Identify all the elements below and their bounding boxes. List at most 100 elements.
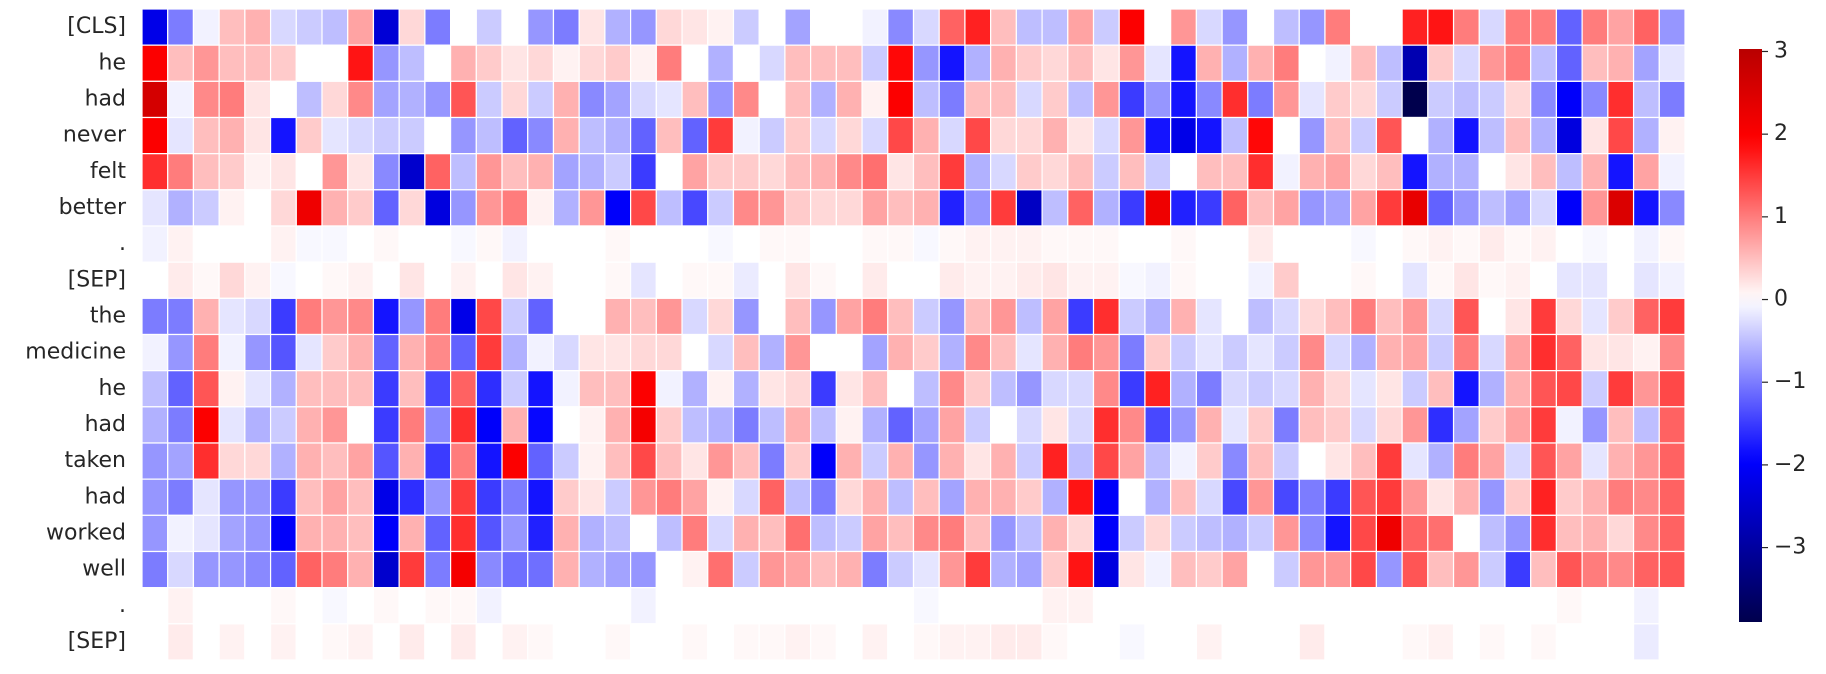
heatmap-cell [1658,80,1686,119]
heatmap-cell [810,261,837,299]
heatmap-cell [1067,406,1095,444]
heatmap-cell [630,370,657,408]
heatmap-cell [1427,478,1455,516]
heatmap-cell [372,225,400,263]
heatmap-cell [1375,333,1403,372]
heatmap-cell [1658,514,1686,553]
heatmap-cell [552,406,580,444]
heatmap-cell [758,116,786,155]
heatmap-cell [1452,333,1480,372]
heatmap-cell [1632,261,1660,299]
heatmap-cell [1247,442,1275,480]
heatmap-cell [1607,370,1635,408]
heatmap-cell [269,587,297,625]
heatmap-cell [784,514,812,553]
heatmap-cell [1375,442,1403,480]
heatmap-cell [1607,442,1635,480]
heatmap-cell [398,370,426,408]
heatmap-cell [1607,8,1635,46]
heatmap-cell [1092,550,1120,589]
heatmap-cell [784,550,812,589]
heatmap-cell [552,587,580,625]
heatmap-cell [1015,189,1043,227]
heatmap-cell [321,370,349,408]
heatmap-cell [1015,333,1043,372]
heatmap-cell [912,370,940,408]
heatmap-cell [1452,261,1480,299]
heatmap-cell [784,333,812,372]
heatmap-cell [887,442,915,480]
colorbar-tick-label: 3 [1774,38,1788,63]
heatmap-cell [141,297,169,336]
row-label: he [99,50,126,75]
heatmap-cell [1092,8,1120,46]
heatmap-cell [1350,297,1378,336]
heatmap-cell [578,623,606,661]
heatmap-cell [347,153,375,191]
heatmap-cell [244,370,272,408]
heatmap-cell [527,189,555,227]
heatmap-cell [372,370,400,408]
heatmap-cell [1530,478,1558,516]
heatmap-cell [501,189,529,227]
heatmap-cell [784,225,812,263]
heatmap-cell [269,442,297,480]
heatmap-cell [861,514,889,553]
heatmap-cell [1247,623,1275,661]
heatmap-cell [732,297,760,336]
heatmap-cell [424,44,452,82]
heatmap-cell [1144,261,1172,299]
heatmap-cell [1530,297,1558,336]
heatmap-cell [1401,225,1429,263]
heatmap-cell [424,297,452,336]
heatmap-cell [372,116,400,155]
heatmap-cell [450,333,477,372]
heatmap-cell [1170,587,1197,625]
heatmap-cell [964,370,992,408]
heatmap-cell [372,44,400,82]
heatmap-cell [784,44,812,82]
heatmap-cell [321,189,349,227]
heatmap-cell [1118,478,1146,516]
heatmap-cell [192,8,220,46]
heatmap-cell [1221,370,1249,408]
heatmap-cell [398,587,426,625]
heatmap-cell [1247,406,1275,444]
heatmap-cell [192,261,220,299]
heatmap-cell [1144,225,1172,263]
heatmap-cell [784,623,812,661]
heatmap-cell [501,116,529,155]
heatmap-cell [1530,406,1558,444]
heatmap-cell [1247,44,1275,82]
heatmap-cell [810,153,837,191]
heatmap-cell [450,153,477,191]
heatmap-cell [218,333,246,372]
heatmap-cell [707,44,735,82]
heatmap-cell [964,550,992,589]
heatmap-cell [578,116,606,155]
heatmap-cell [1015,261,1043,299]
heatmap-cell [1478,550,1506,589]
heatmap-cell [167,587,195,625]
row-label: taken [64,448,126,473]
heatmap-cell [655,514,683,553]
heatmap-cell [1504,153,1532,191]
heatmap-cell [1041,116,1069,155]
heatmap-cell [1504,261,1532,299]
heatmap-cell [1632,514,1660,553]
heatmap-cell [861,8,889,46]
heatmap-cell [810,189,837,227]
heatmap-cell [1427,514,1455,553]
heatmap-cell [321,406,349,444]
heatmap-cell [1607,478,1635,516]
heatmap-cell [1247,550,1275,589]
heatmap-cell [861,153,889,191]
heatmap-cell [450,44,477,82]
heatmap-cell [1555,333,1583,372]
heatmap-cell [450,8,477,46]
heatmap-cell [501,80,529,119]
heatmap-cell [501,623,529,661]
heatmap-cell [758,587,786,625]
heatmap-cell [578,442,606,480]
heatmap-cell [450,370,477,408]
